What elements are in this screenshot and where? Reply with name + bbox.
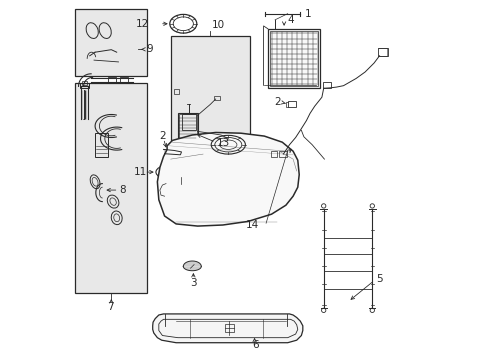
Polygon shape [183, 261, 201, 266]
Text: 6: 6 [252, 340, 259, 350]
Polygon shape [157, 132, 299, 226]
Text: 8: 8 [120, 185, 126, 195]
Bar [173, 89, 179, 94]
Text: 3: 3 [189, 278, 196, 288]
Bar [269, 31, 318, 86]
Bar [287, 101, 295, 107]
Bar [75, 9, 147, 76]
Text: 9: 9 [146, 44, 153, 54]
Bar [178, 113, 197, 140]
Bar [80, 83, 89, 88]
Bar [75, 83, 147, 293]
Text: 7: 7 [107, 302, 113, 312]
Bar [213, 96, 220, 100]
Text: 13: 13 [216, 138, 229, 148]
Bar [271, 151, 277, 157]
Polygon shape [163, 149, 181, 155]
Text: 5: 5 [375, 274, 382, 284]
Bar [278, 151, 286, 157]
Bar [107, 77, 115, 83]
Text: 4: 4 [287, 15, 294, 25]
Bar [95, 133, 107, 157]
Text: 10: 10 [211, 19, 224, 30]
Bar [322, 82, 330, 88]
Text: 2: 2 [273, 96, 280, 107]
Text: 14: 14 [246, 220, 259, 230]
Bar [81, 81, 87, 85]
Bar [224, 324, 233, 332]
Bar [120, 77, 128, 83]
Text: 1: 1 [305, 9, 311, 19]
Bar [170, 36, 249, 157]
Polygon shape [183, 266, 201, 271]
Text: 2: 2 [159, 131, 165, 141]
Text: 11: 11 [133, 167, 146, 177]
Bar [182, 114, 196, 130]
Bar [267, 29, 320, 88]
Bar [179, 114, 196, 139]
Polygon shape [152, 314, 302, 343]
Text: 12: 12 [136, 19, 149, 29]
Bar [377, 48, 387, 56]
